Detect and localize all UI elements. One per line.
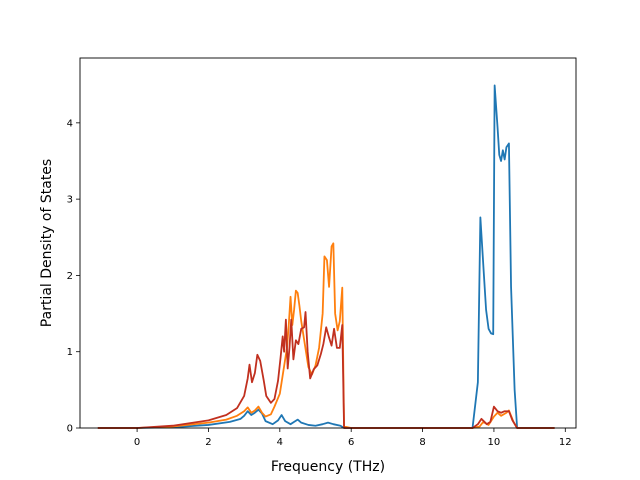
x-tick-label: 12 (559, 437, 572, 448)
series-line-3 (97, 311, 555, 429)
y-axis-ticks: 0 1 2 3 4 (67, 118, 80, 435)
x-axis-label: Frequency (THz) (271, 459, 385, 475)
y-tick-label: 0 (67, 424, 73, 435)
y-tick-label: 2 (67, 271, 73, 282)
y-tick-label: 3 (67, 195, 73, 206)
x-tick-label: 2 (205, 437, 211, 448)
x-tick-label: 8 (419, 437, 425, 448)
x-axis-ticks: 0 2 4 6 8 10 12 (134, 428, 572, 448)
y-tick-label: 1 (67, 347, 73, 358)
y-axis-label: Partial Density of States (39, 159, 55, 327)
x-tick-label: 6 (348, 437, 354, 448)
plot-area (80, 58, 576, 428)
series-layer (97, 84, 555, 429)
axes-frame (79, 57, 577, 429)
x-tick-label: 0 (134, 437, 140, 448)
series-line-1 (97, 84, 555, 429)
x-tick-label: 4 (277, 437, 283, 448)
x-tick-label: 10 (488, 437, 501, 448)
y-tick-label: 4 (67, 118, 73, 129)
